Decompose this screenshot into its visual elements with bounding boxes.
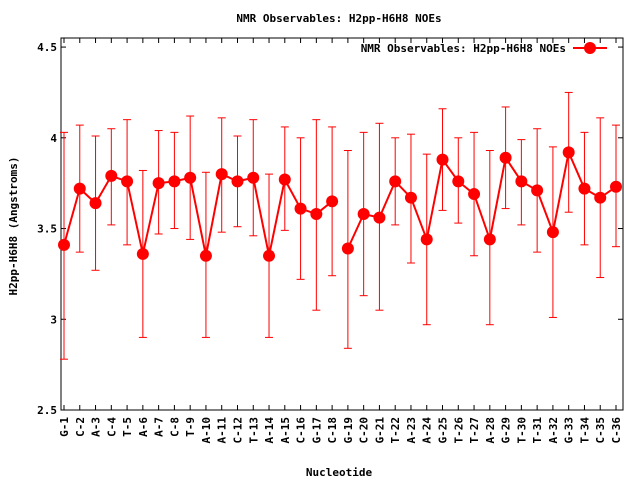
x-tick-label: G-29 bbox=[500, 417, 513, 444]
x-tick-label: A-15 bbox=[279, 417, 292, 444]
data-point bbox=[152, 177, 165, 190]
x-tick-label: C-20 bbox=[358, 417, 371, 444]
data-point bbox=[420, 233, 433, 246]
x-tick-label: A-7 bbox=[153, 417, 166, 437]
x-tick-label: A-10 bbox=[200, 417, 213, 444]
series-layer bbox=[58, 91, 622, 360]
y-tick-label: 4 bbox=[50, 132, 57, 145]
x-tick-label: T-30 bbox=[515, 417, 528, 444]
data-point bbox=[105, 169, 118, 182]
data-point bbox=[310, 208, 323, 221]
x-tick-label: C-12 bbox=[231, 417, 244, 444]
data-point bbox=[452, 175, 465, 188]
data-point bbox=[404, 191, 417, 204]
x-tick-label: T-26 bbox=[452, 417, 465, 444]
data-point bbox=[373, 211, 386, 224]
data-point bbox=[231, 175, 244, 188]
x-tick-label: T-9 bbox=[184, 417, 197, 437]
data-point bbox=[136, 247, 149, 260]
data-point bbox=[483, 233, 496, 246]
x-tick-label: C-35 bbox=[594, 417, 607, 444]
data-point bbox=[468, 188, 481, 201]
data-point bbox=[89, 197, 102, 210]
x-tick-label: C-36 bbox=[610, 417, 623, 444]
x-tick-label: A-6 bbox=[137, 417, 150, 437]
x-tick-label: G-1 bbox=[58, 417, 71, 437]
x-tick-label: C-2 bbox=[74, 417, 87, 437]
x-axis-label: Nucleotide bbox=[306, 466, 373, 479]
data-point bbox=[73, 182, 86, 195]
x-ticks: G-1 C-2 A-3 C-4 T-5 A-6 A-7 C-8 T-9 A-10 A-11 C-12 T… bbox=[58, 38, 623, 444]
y-tick-label: 3.5 bbox=[37, 223, 57, 236]
series-line bbox=[63, 172, 333, 256]
x-tick-label: G-17 bbox=[310, 417, 323, 444]
y-ticks: 2.5 3 3.5 4 4.5 bbox=[37, 41, 623, 417]
x-tick-label: A-24 bbox=[421, 417, 434, 444]
series-line bbox=[346, 148, 617, 249]
legend: NMR Observables: H2pp-H6H8 NOEs bbox=[361, 42, 607, 55]
plot-frame bbox=[60, 37, 624, 411]
x-tick-label: T-13 bbox=[247, 417, 260, 444]
data-point bbox=[58, 238, 70, 251]
chart-title: NMR Observables: H2pp-H6H8 NOEs bbox=[236, 12, 441, 25]
data-point bbox=[278, 173, 291, 186]
x-tick-label: C-18 bbox=[326, 417, 339, 444]
x-tick-label: A-3 bbox=[90, 417, 103, 437]
x-tick-label: T-34 bbox=[578, 417, 591, 444]
y-axis-label: H2pp-H6H8 (Angstroms) bbox=[7, 156, 20, 295]
data-point bbox=[594, 191, 607, 204]
x-tick-label: G-33 bbox=[563, 417, 576, 444]
y-tick-label: 4.5 bbox=[37, 41, 57, 54]
x-tick-label: T-31 bbox=[531, 417, 544, 444]
x-tick-label: C-8 bbox=[168, 417, 181, 437]
x-tick-label: G-19 bbox=[342, 417, 355, 444]
y-tick-label: 3 bbox=[50, 313, 57, 326]
data-point bbox=[341, 242, 354, 255]
legend-label: NMR Observables: H2pp-H6H8 NOEs bbox=[361, 42, 566, 55]
x-tick-label: A-11 bbox=[216, 417, 229, 444]
x-tick-label: C-4 bbox=[105, 417, 118, 437]
x-tick-label: G-25 bbox=[437, 417, 450, 444]
data-point bbox=[436, 153, 449, 166]
data-point bbox=[168, 175, 181, 188]
y-tick-label: 2.5 bbox=[37, 404, 57, 417]
data-point bbox=[389, 175, 402, 188]
x-tick-label: A-14 bbox=[263, 417, 276, 444]
data-point bbox=[184, 171, 197, 184]
data-point bbox=[294, 202, 307, 215]
data-point bbox=[199, 249, 212, 262]
x-tick-label: T-27 bbox=[468, 417, 481, 444]
data-point bbox=[578, 182, 591, 195]
data-point bbox=[121, 175, 134, 188]
x-tick-label: A-28 bbox=[484, 417, 497, 444]
x-tick-label: C-16 bbox=[295, 417, 308, 444]
data-point bbox=[562, 146, 575, 159]
data-point bbox=[531, 184, 544, 197]
data-point bbox=[515, 175, 528, 188]
x-tick-label: G-21 bbox=[373, 417, 386, 444]
data-point bbox=[610, 180, 622, 193]
x-tick-label: T-22 bbox=[389, 417, 402, 444]
data-point bbox=[326, 195, 339, 208]
x-tick-label: A-32 bbox=[547, 417, 560, 444]
x-tick-label: T-5 bbox=[121, 417, 134, 437]
data-point bbox=[215, 168, 228, 181]
data-point bbox=[546, 226, 559, 239]
data-point bbox=[247, 171, 260, 184]
legend-marker-sample bbox=[584, 42, 596, 54]
data-point bbox=[499, 151, 512, 164]
data-point bbox=[263, 249, 276, 262]
x-tick-label: A-23 bbox=[405, 417, 418, 444]
data-point bbox=[357, 208, 370, 221]
